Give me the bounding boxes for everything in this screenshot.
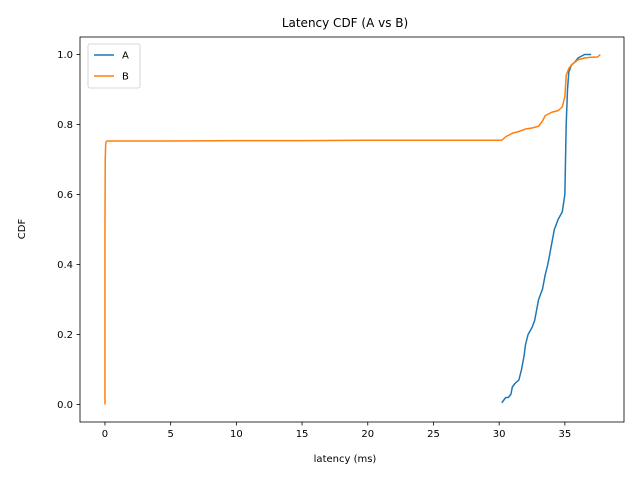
x-tick-label: 30 xyxy=(493,429,506,440)
y-tick-label: 1.0 xyxy=(57,50,73,61)
x-tick-label: 5 xyxy=(167,429,173,440)
x-tick-label: 10 xyxy=(230,429,243,440)
plot-area xyxy=(104,53,601,405)
x-axis-title: latency (ms) xyxy=(314,454,377,465)
chart-title: Latency CDF (A vs B) xyxy=(282,16,408,30)
x-tick-label: 35 xyxy=(559,429,572,440)
x-tick-label: 20 xyxy=(361,429,374,440)
series-line-a xyxy=(501,53,592,404)
series-line-b xyxy=(104,53,601,405)
x-tick-label: 15 xyxy=(296,429,309,440)
y-axis-title: CDF xyxy=(17,219,28,240)
plot-frame xyxy=(79,36,625,423)
y-tick-label: 0.6 xyxy=(57,190,73,201)
y-tick-label: 0.2 xyxy=(57,330,73,341)
legend-label-a: A xyxy=(122,51,129,62)
x-tick-label: 0 xyxy=(102,429,108,440)
legend-label-b: B xyxy=(122,72,129,83)
y-tick-label: 0.8 xyxy=(57,120,73,131)
axis-ticks: 0 5 10 15 20 25 30 35 0.0 0.2 0.4 0.6 0.8 1.0 xyxy=(57,50,571,440)
y-tick-label: 0.0 xyxy=(57,400,73,411)
legend-box xyxy=(87,43,141,89)
x-tick-label: 25 xyxy=(427,429,440,440)
y-tick-label: 0.4 xyxy=(57,260,73,271)
legend: AB xyxy=(87,43,141,89)
